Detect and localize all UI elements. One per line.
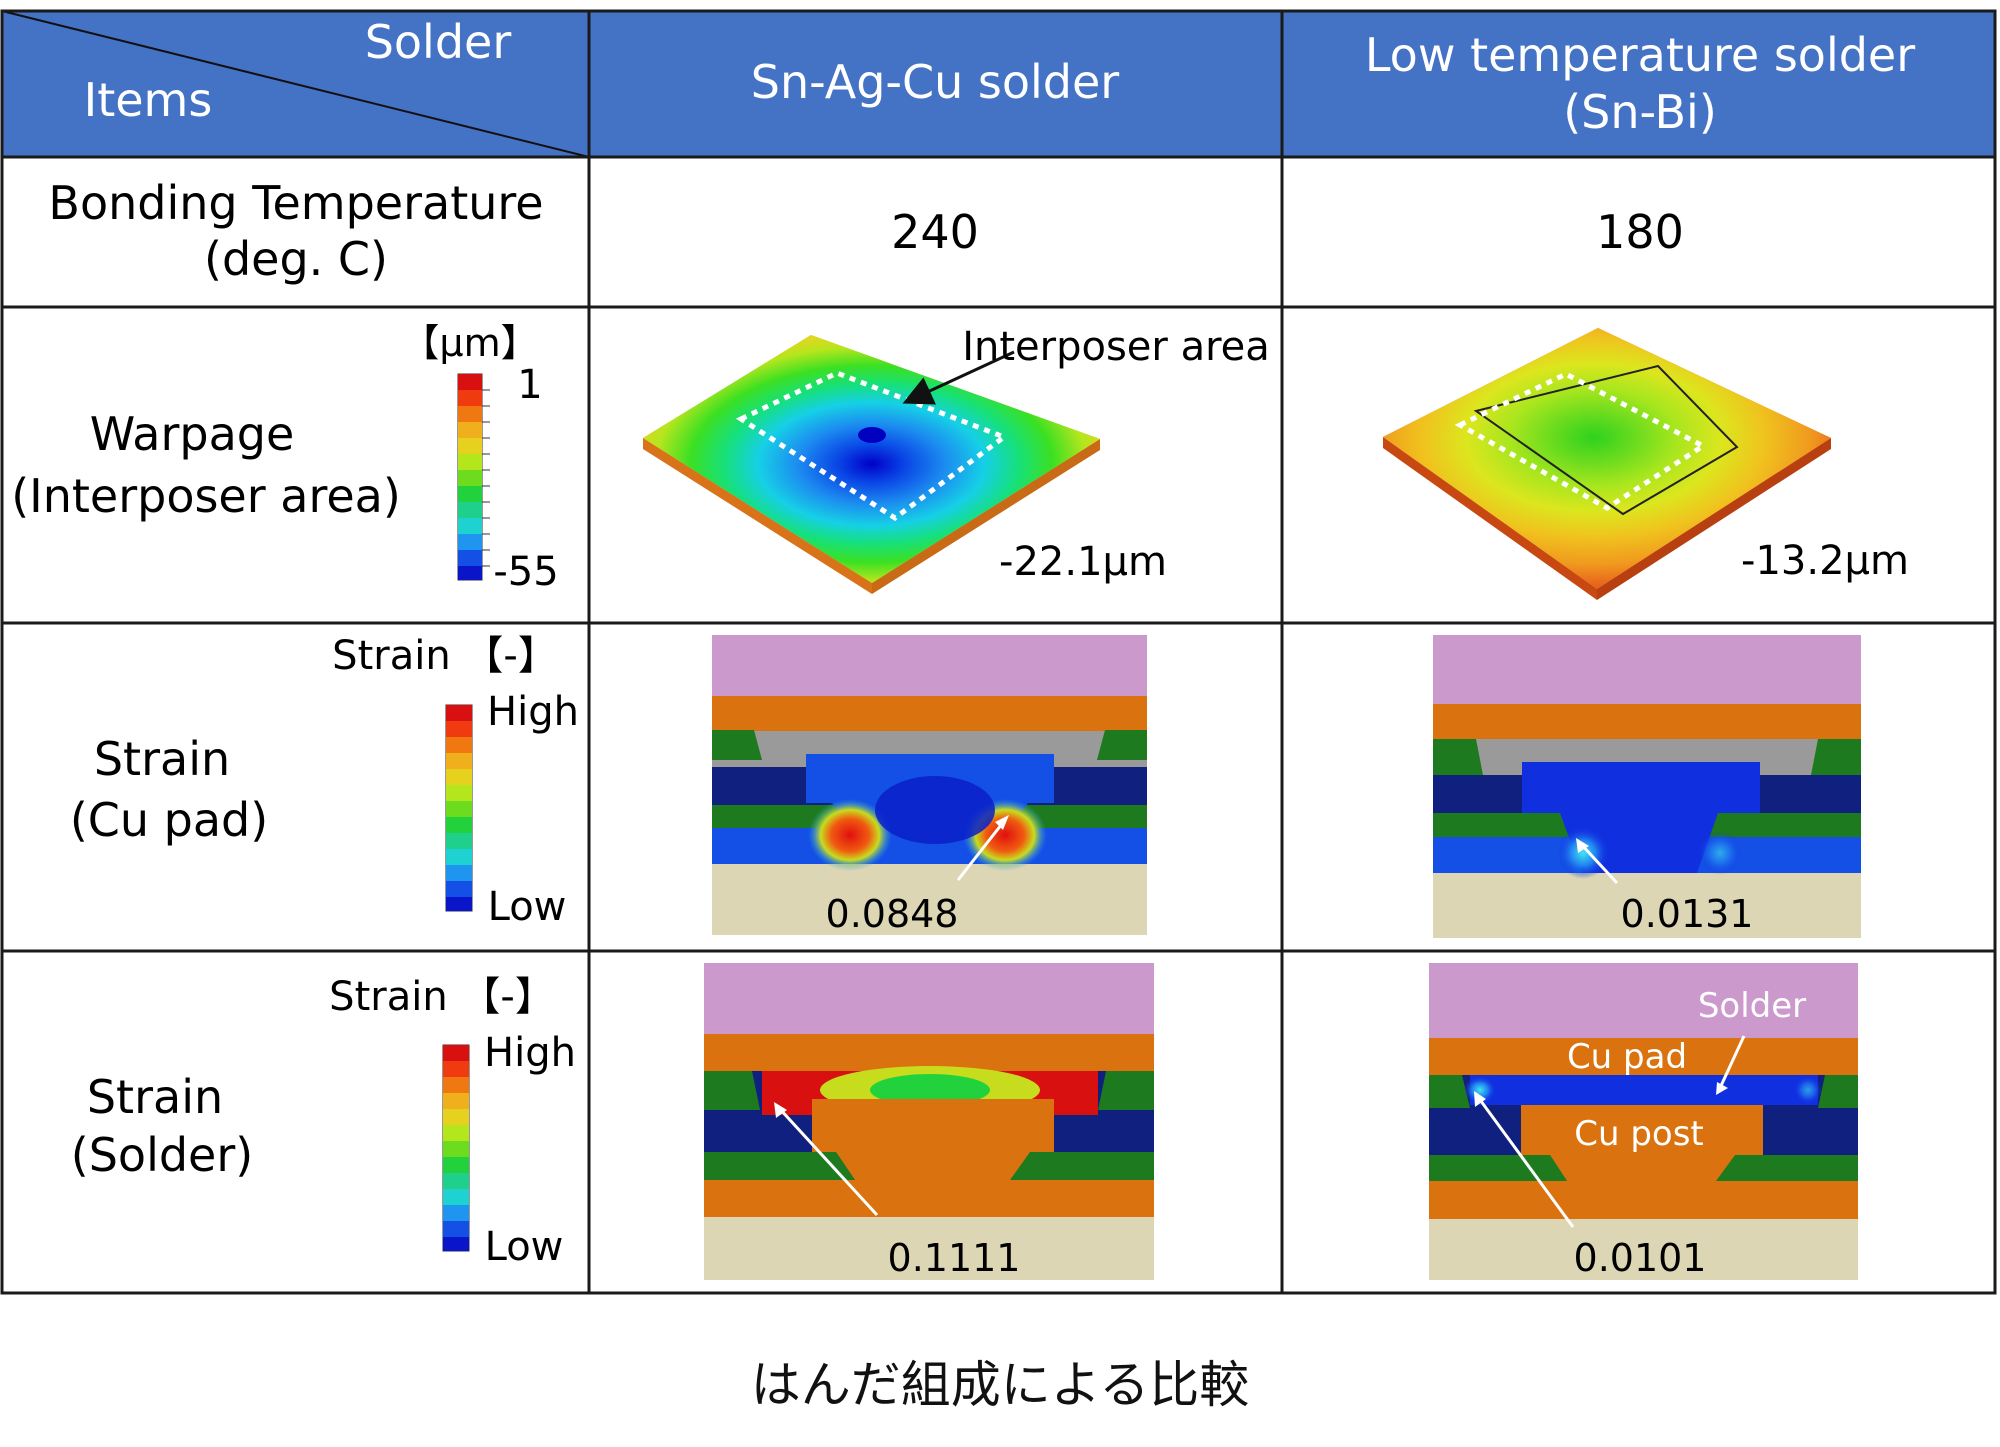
strain-cu-value-snagcu: 0.0848: [826, 892, 959, 936]
bonding-value-snagcu: 240: [891, 205, 979, 259]
figure-caption: はんだ組成による比較: [750, 1356, 1250, 1414]
warpage-color-scale: [457, 373, 490, 581]
white-arrow-icon: [956, 819, 1007, 881]
strain-cu-value-lowtemp: 0.0131: [1621, 892, 1754, 936]
corner-label-solder: Solder: [365, 15, 512, 69]
row-label-bonding-line1: Bonding Temperature: [48, 176, 543, 230]
white-arrow-icon: [1476, 1096, 1575, 1228]
warpage-plot-snagcu: [643, 335, 1100, 594]
corner-diagonal: [1, 10, 590, 158]
white-arrow-icon: [1718, 1035, 1746, 1089]
strain-solder-value-snagcu: 0.1111: [888, 1236, 1021, 1280]
callout-solder: Solder: [1698, 986, 1806, 1026]
warpage-plot-lowtemp: [1383, 328, 1831, 600]
column-header-snagcu: Sn-Ag-Cu solder: [751, 55, 1119, 109]
strain-cu-scale-high: High: [487, 689, 579, 735]
strain-cu-scale-title: Strain 【-】: [332, 633, 558, 679]
strain-solder-scale-low: Low: [485, 1224, 564, 1270]
header-bar: [2, 11, 1995, 157]
strain-solder-plot-lowtemp: [1429, 963, 1858, 1280]
strain-cu-color-scale: [445, 704, 473, 912]
callout-cu-post: Cu post: [1574, 1114, 1704, 1154]
column-header-lowtemp-line1: Low temperature solder: [1365, 28, 1915, 82]
strain-solder-scale-high: High: [484, 1030, 576, 1076]
table-grid: [0, 9, 1997, 1295]
row-label-strain-cu-line1: Strain: [94, 732, 230, 786]
warpage-value-snagcu: -22.1μm: [999, 539, 1167, 585]
row-label-strain-cu-line2: (Cu pad): [70, 793, 268, 847]
row-label-strain-solder-line2: (Solder): [71, 1128, 253, 1182]
warpage-scale-unit: 【μm】: [401, 321, 538, 365]
row-label-strain-solder-line1: Strain: [87, 1070, 223, 1124]
strain-cu-plot-snagcu: [712, 635, 1147, 935]
row-label-bonding-line2: (deg. C): [204, 232, 388, 286]
warpage-scale-min: -55: [493, 549, 558, 595]
column-header-lowtemp-line2: (Sn-Bi): [1563, 85, 1717, 139]
black-arrow-icon: [902, 350, 1015, 405]
warpage-value-lowtemp: -13.2μm: [1741, 538, 1909, 584]
row-label-warpage-line1: Warpage: [90, 407, 295, 461]
warpage-scale-max: 1: [517, 362, 542, 408]
strain-solder-color-scale: [442, 1044, 470, 1252]
strain-solder-scale-title: Strain 【-】: [329, 974, 555, 1020]
strain-solder-value-lowtemp: 0.0101: [1574, 1236, 1707, 1280]
row-label-warpage-line2: (Interposer area): [11, 469, 401, 523]
white-arrow-icon: [777, 1106, 879, 1217]
warpage-annotation-interposer: Interposer area: [962, 324, 1270, 370]
callout-cu-pad: Cu pad: [1567, 1037, 1687, 1077]
bonding-value-lowtemp: 180: [1596, 205, 1684, 259]
corner-label-items: Items: [84, 73, 213, 127]
strain-cu-plot-lowtemp: [1433, 635, 1861, 938]
white-arrow-icon: [1578, 841, 1619, 885]
strain-solder-plot-snagcu: [704, 963, 1154, 1280]
strain-cu-scale-low: Low: [488, 884, 567, 930]
